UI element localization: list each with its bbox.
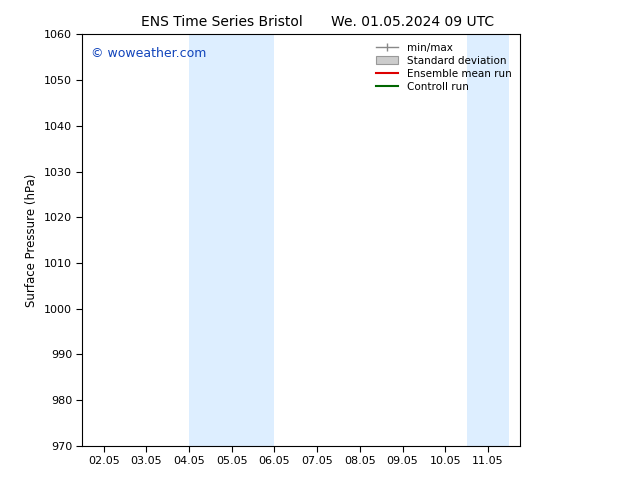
Text: ENS Time Series Bristol: ENS Time Series Bristol — [141, 15, 303, 29]
Bar — [467, 34, 488, 446]
Text: We. 01.05.2024 09 UTC: We. 01.05.2024 09 UTC — [330, 15, 494, 29]
Bar — [232, 34, 275, 446]
Bar — [189, 34, 232, 446]
Y-axis label: Surface Pressure (hPa): Surface Pressure (hPa) — [25, 173, 38, 307]
Bar — [488, 34, 509, 446]
Text: © woweather.com: © woweather.com — [91, 47, 207, 60]
Legend: min/max, Standard deviation, Ensemble mean run, Controll run: min/max, Standard deviation, Ensemble me… — [372, 40, 515, 95]
